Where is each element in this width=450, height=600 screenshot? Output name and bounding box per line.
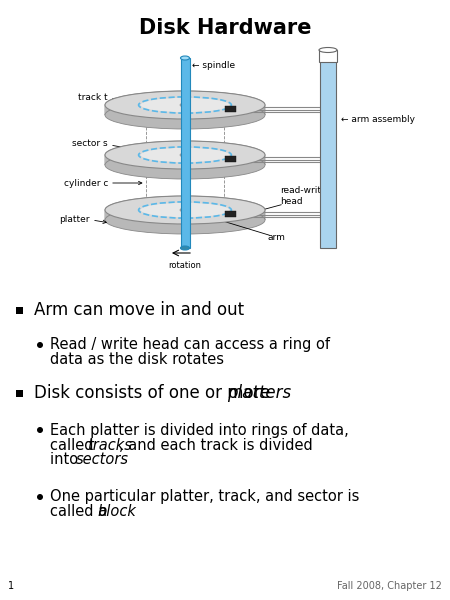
Ellipse shape bbox=[105, 101, 265, 129]
Ellipse shape bbox=[140, 203, 230, 217]
Text: Arm can move in and out: Arm can move in and out bbox=[34, 301, 244, 319]
Text: cylinder c: cylinder c bbox=[63, 179, 108, 187]
Text: track t: track t bbox=[78, 92, 108, 101]
Bar bbox=[320, 60, 336, 248]
Bar bbox=[15, 389, 22, 397]
Circle shape bbox=[37, 342, 43, 348]
Ellipse shape bbox=[180, 153, 190, 157]
Ellipse shape bbox=[105, 206, 265, 234]
Ellipse shape bbox=[105, 141, 265, 169]
Text: ← spindle: ← spindle bbox=[192, 61, 235, 70]
Ellipse shape bbox=[105, 91, 265, 119]
Text: arm: arm bbox=[268, 233, 286, 242]
Circle shape bbox=[37, 427, 43, 433]
Text: tracks: tracks bbox=[87, 437, 132, 452]
Text: Read / write head can access a ring of: Read / write head can access a ring of bbox=[50, 337, 330, 352]
Ellipse shape bbox=[140, 98, 230, 112]
Ellipse shape bbox=[105, 196, 265, 224]
Text: platters: platters bbox=[227, 384, 291, 402]
Text: data as the disk rotates: data as the disk rotates bbox=[50, 352, 224, 367]
Ellipse shape bbox=[180, 246, 189, 250]
Ellipse shape bbox=[180, 103, 190, 107]
Text: sectors: sectors bbox=[76, 452, 129, 467]
Text: , and each track is divided: , and each track is divided bbox=[119, 437, 313, 452]
Text: into: into bbox=[50, 452, 83, 467]
Ellipse shape bbox=[140, 148, 230, 162]
Bar bbox=[15, 307, 22, 313]
Text: One particular platter, track, and sector is: One particular platter, track, and secto… bbox=[50, 490, 360, 505]
Text: sector s: sector s bbox=[72, 139, 108, 148]
Ellipse shape bbox=[180, 208, 190, 212]
Text: platter: platter bbox=[59, 215, 90, 224]
Bar bbox=[319, 50, 337, 62]
Text: called a: called a bbox=[50, 505, 112, 520]
Text: called: called bbox=[50, 437, 98, 452]
Bar bbox=[225, 106, 236, 112]
Ellipse shape bbox=[180, 56, 189, 60]
Text: rotation: rotation bbox=[168, 262, 202, 271]
Polygon shape bbox=[105, 141, 265, 165]
Text: block: block bbox=[97, 505, 136, 520]
Bar bbox=[181, 58, 190, 248]
Text: read-write
head: read-write head bbox=[280, 186, 327, 206]
Text: Each platter is divided into rings of data,: Each platter is divided into rings of da… bbox=[50, 422, 349, 437]
Text: Disk Hardware: Disk Hardware bbox=[139, 18, 311, 38]
Text: ← arm assembly: ← arm assembly bbox=[341, 115, 415, 124]
Bar bbox=[225, 211, 236, 217]
Text: Fall 2008, Chapter 12: Fall 2008, Chapter 12 bbox=[337, 581, 442, 591]
Circle shape bbox=[37, 494, 43, 500]
Polygon shape bbox=[105, 196, 265, 220]
Ellipse shape bbox=[105, 151, 265, 179]
Text: Disk consists of one or more: Disk consists of one or more bbox=[34, 384, 275, 402]
Bar bbox=[225, 156, 236, 162]
Text: 1: 1 bbox=[8, 581, 14, 591]
Ellipse shape bbox=[319, 47, 337, 52]
Polygon shape bbox=[105, 91, 265, 115]
